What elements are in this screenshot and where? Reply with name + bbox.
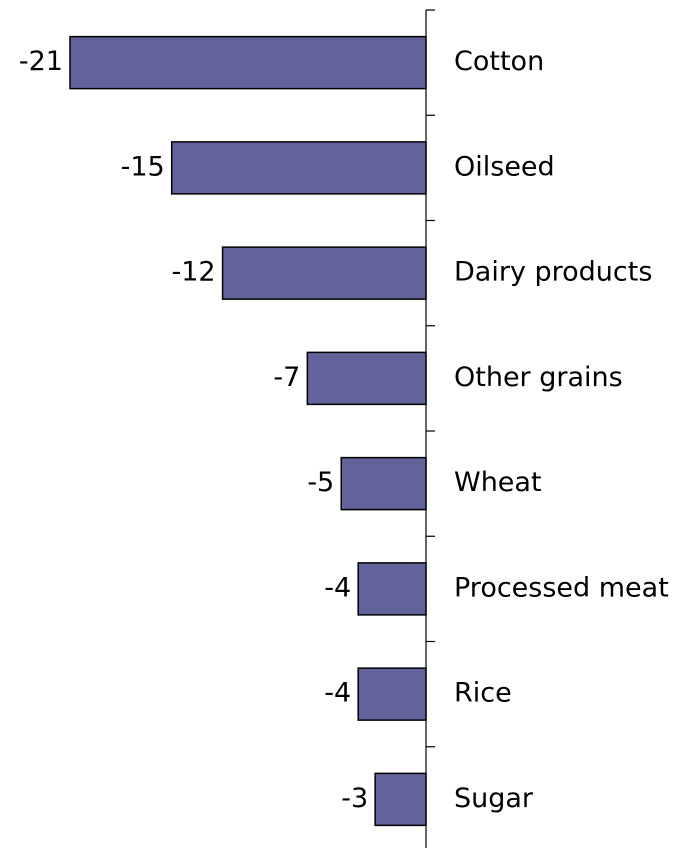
category-label: Dairy products xyxy=(454,257,652,288)
value-label: -15 xyxy=(121,151,165,182)
category-label: Sugar xyxy=(454,783,534,814)
bar xyxy=(306,351,427,406)
bar xyxy=(170,141,427,195)
value-label: -21 xyxy=(19,46,63,77)
category-label: Rice xyxy=(454,678,512,709)
value-label: -7 xyxy=(273,362,300,393)
value-label: -12 xyxy=(171,257,215,288)
category-label: Oilseed xyxy=(454,151,555,182)
bar xyxy=(340,456,427,511)
bar xyxy=(374,772,427,827)
bar xyxy=(221,246,427,300)
value-label: -4 xyxy=(324,678,351,709)
bar xyxy=(357,562,427,616)
category-label: Wheat xyxy=(454,467,542,498)
category-label: Processed meat xyxy=(454,572,669,603)
value-label: -3 xyxy=(341,783,368,814)
bar xyxy=(69,35,427,90)
bar xyxy=(357,667,427,721)
category-label: Other grains xyxy=(454,362,623,393)
category-label: Cotton xyxy=(454,46,544,77)
value-label: -5 xyxy=(307,467,334,498)
value-label: -4 xyxy=(324,572,351,603)
